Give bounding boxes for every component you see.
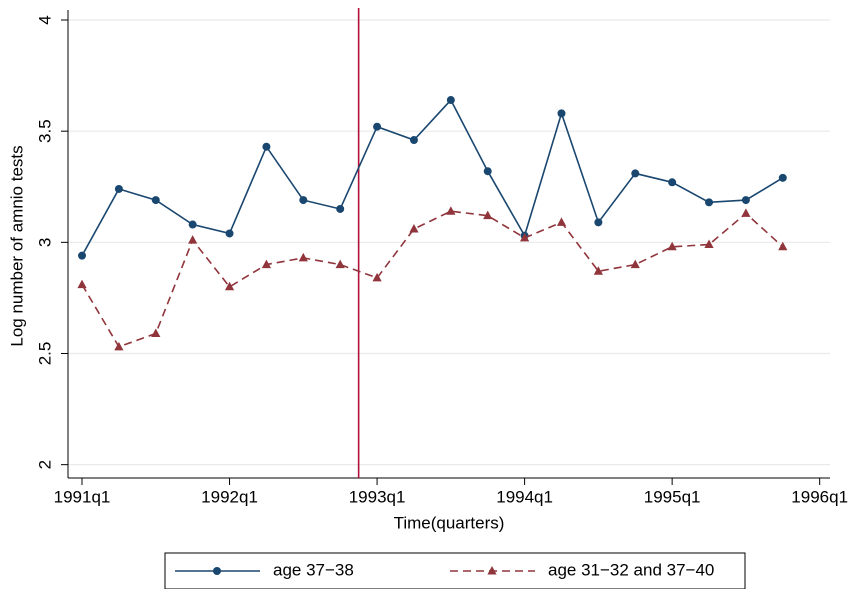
data-point: [373, 122, 382, 131]
legend-label: age 31−32 and 37−40: [548, 560, 714, 579]
data-point: [78, 251, 87, 260]
data-point: [667, 241, 677, 251]
series-line: [81, 98, 784, 257]
data-point: [261, 259, 272, 269]
x-tick-label: 1993q1: [349, 487, 406, 506]
data-point: [224, 281, 235, 291]
data-point: [151, 328, 161, 337]
x-axis-title: Time(quarters): [394, 513, 505, 532]
data-point: [741, 196, 750, 205]
y-axis-title: Log number of amnio tests: [7, 145, 26, 346]
data-point: [225, 229, 234, 238]
data-point: [630, 259, 640, 269]
data-point: [298, 252, 308, 262]
data-point: [705, 198, 714, 207]
data-point: [631, 169, 640, 178]
x-tick-label: 1994q1: [496, 487, 553, 506]
data-point: [188, 220, 197, 229]
data-point: [446, 96, 455, 105]
data-point: [77, 279, 87, 289]
data-point: [594, 218, 603, 227]
series-line: [81, 210, 784, 348]
data-point: [336, 204, 345, 213]
data-point: [409, 223, 419, 233]
data-point: [188, 235, 198, 244]
data-point: [704, 239, 714, 249]
data-point: [556, 217, 567, 226]
data-point: [741, 208, 751, 217]
x-tick-label: 1992q1: [201, 487, 258, 506]
y-tick-label: 4: [35, 15, 54, 24]
data-point: [520, 232, 530, 242]
data-point: [372, 272, 382, 282]
legend-label: age 37−38: [273, 560, 354, 579]
legend-marker: [213, 567, 221, 575]
legend-marker: [487, 566, 497, 575]
data-point: [299, 196, 308, 205]
data-point: [446, 206, 456, 215]
x-tick-label: 1991q1: [54, 487, 111, 506]
data-point: [483, 210, 493, 220]
x-tick-label: 1995q1: [644, 487, 701, 506]
y-tick-label: 3.5: [35, 119, 54, 143]
data-point: [335, 259, 345, 269]
y-tick-label: 3: [35, 238, 54, 247]
data-point: [409, 136, 418, 145]
data-point: [778, 241, 788, 251]
x-tick-label: 1996q1: [791, 487, 848, 506]
data-point: [151, 196, 160, 205]
data-point: [778, 173, 787, 182]
y-tick-label: 2.5: [35, 342, 54, 366]
data-point: [114, 184, 123, 193]
data-point: [668, 178, 677, 187]
data-point: [483, 167, 492, 176]
data-point: [262, 142, 271, 151]
y-tick-label: 2: [35, 460, 54, 469]
data-point: [557, 109, 566, 118]
data-point: [593, 266, 603, 275]
data-point: [114, 341, 124, 351]
